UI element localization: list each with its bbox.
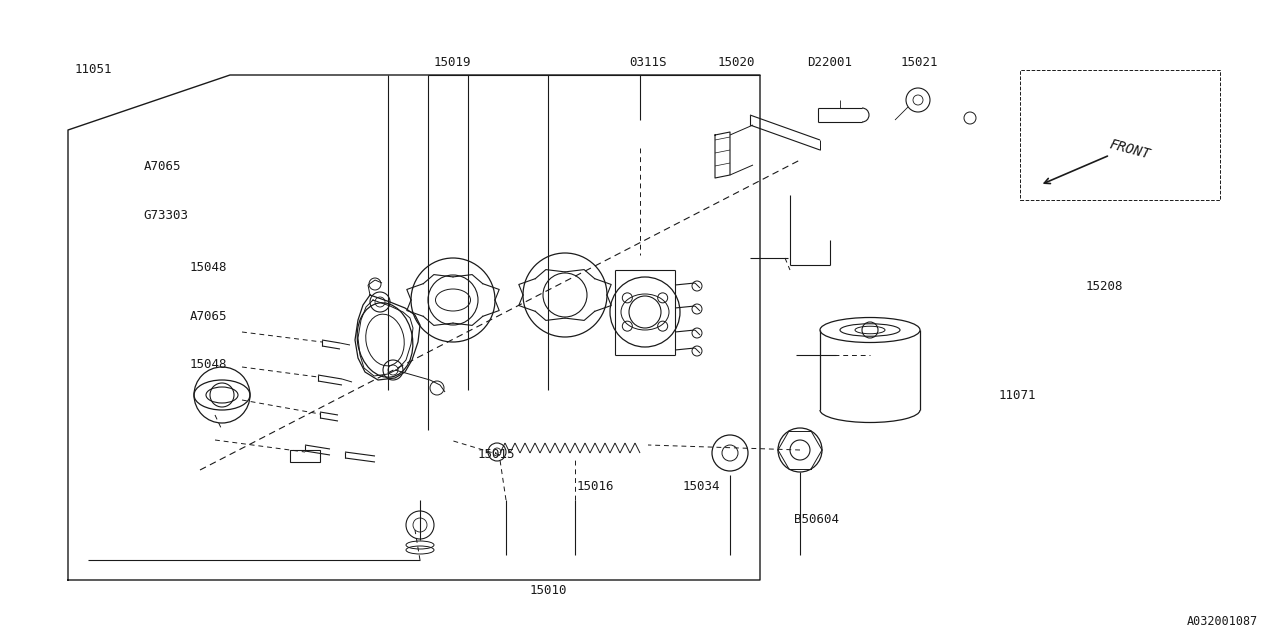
Text: 15048: 15048 — [189, 261, 227, 274]
Text: 11051: 11051 — [74, 63, 111, 76]
Text: 15020: 15020 — [717, 56, 755, 69]
Text: 15208: 15208 — [1085, 280, 1123, 293]
Text: 15015: 15015 — [477, 448, 516, 461]
Bar — [1020, 70, 1220, 200]
Text: 15034: 15034 — [682, 480, 721, 493]
Text: 0311S: 0311S — [628, 56, 667, 69]
Text: 15019: 15019 — [433, 56, 471, 69]
Text: G73303: G73303 — [143, 209, 188, 221]
Text: D22001: D22001 — [806, 56, 852, 69]
Text: A7065: A7065 — [189, 310, 227, 323]
Text: A032001087: A032001087 — [1187, 615, 1258, 628]
Text: B50604: B50604 — [794, 513, 840, 526]
Text: 15010: 15010 — [529, 584, 567, 596]
Bar — [291, 450, 320, 462]
Text: 15016: 15016 — [576, 480, 614, 493]
Text: A7065: A7065 — [143, 160, 180, 173]
Text: FRONT: FRONT — [1108, 138, 1152, 162]
Text: 15021: 15021 — [900, 56, 938, 69]
Text: 11071: 11071 — [998, 389, 1036, 402]
Text: 15048: 15048 — [189, 358, 227, 371]
